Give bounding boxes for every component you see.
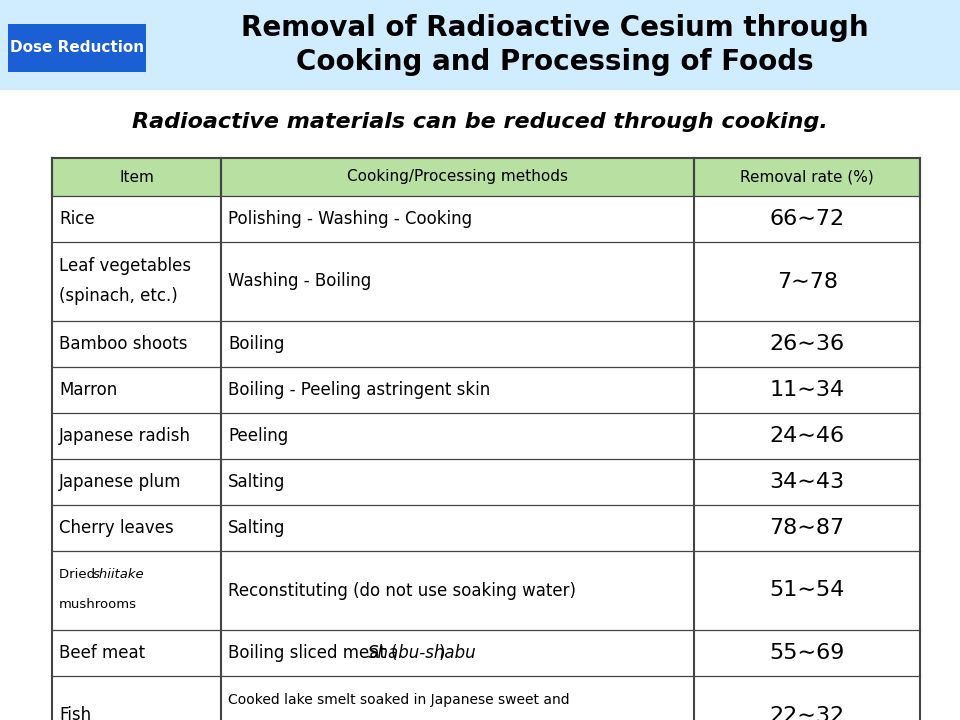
Text: 78∼87: 78∼87: [770, 518, 845, 538]
Text: Dried: Dried: [59, 568, 100, 581]
Bar: [8, 24, 146, 72]
Text: shiitake: shiitake: [93, 568, 145, 581]
Text: Removal rate (%): Removal rate (%): [740, 169, 874, 184]
Text: 51∼54: 51∼54: [770, 580, 845, 600]
Text: ): ): [439, 644, 444, 662]
Text: Reconstituting (do not use soaking water): Reconstituting (do not use soaking water…: [228, 582, 576, 600]
Text: Rice: Rice: [59, 210, 95, 228]
Bar: [52, 196, 920, 242]
Text: Boiling - Peeling astringent skin: Boiling - Peeling astringent skin: [228, 381, 491, 399]
Text: Boiling: Boiling: [228, 335, 284, 353]
Text: Fish: Fish: [59, 706, 91, 720]
Text: 34∼43: 34∼43: [770, 472, 845, 492]
Bar: [52, 551, 920, 630]
Bar: [52, 367, 920, 413]
Text: Removal of Radioactive Cesium through
Cooking and Processing of Foods: Removal of Radioactive Cesium through Co…: [241, 14, 869, 76]
Bar: [0, 0, 960, 90]
Text: Boiling sliced meat (: Boiling sliced meat (: [228, 644, 397, 662]
Text: 11∼34: 11∼34: [770, 380, 845, 400]
Bar: [52, 321, 920, 367]
Text: Leaf vegetables: Leaf vegetables: [59, 257, 191, 275]
Bar: [52, 158, 920, 196]
Text: Cooked lake smelt soaked in Japanese sweet and: Cooked lake smelt soaked in Japanese swe…: [228, 693, 570, 707]
Text: Japanese plum: Japanese plum: [59, 473, 181, 491]
Bar: [52, 242, 920, 321]
Bar: [52, 413, 920, 459]
Text: Salting: Salting: [228, 519, 286, 537]
Bar: [52, 505, 920, 551]
Text: Beef meat: Beef meat: [59, 644, 145, 662]
Text: Item: Item: [119, 169, 154, 184]
Text: Japanese radish: Japanese radish: [59, 427, 191, 445]
Text: mushrooms: mushrooms: [59, 598, 137, 611]
Text: Polishing - Washing - Cooking: Polishing - Washing - Cooking: [228, 210, 472, 228]
Text: 7∼78: 7∼78: [777, 271, 838, 292]
Bar: [52, 459, 920, 505]
Text: Dose Reduction: Dose Reduction: [10, 40, 144, 55]
Text: Cooking/Processing methods: Cooking/Processing methods: [348, 169, 568, 184]
Text: (spinach, etc.): (spinach, etc.): [59, 287, 178, 305]
Text: Marron: Marron: [59, 381, 117, 399]
Text: Washing - Boiling: Washing - Boiling: [228, 272, 372, 290]
Text: Bamboo shoots: Bamboo shoots: [59, 335, 187, 353]
Text: Shabu-shabu: Shabu-shabu: [368, 644, 476, 662]
Text: 26∼36: 26∼36: [770, 334, 845, 354]
Text: Peeling: Peeling: [228, 427, 289, 445]
Text: 66∼72: 66∼72: [770, 209, 845, 229]
Text: Cherry leaves: Cherry leaves: [59, 519, 174, 537]
Text: 24∼46: 24∼46: [770, 426, 845, 446]
Bar: [52, 676, 920, 720]
Text: 55∼69: 55∼69: [770, 643, 845, 663]
Text: Salting: Salting: [228, 473, 286, 491]
Bar: [52, 630, 920, 676]
Text: Radioactive materials can be reduced through cooking.: Radioactive materials can be reduced thr…: [132, 112, 828, 132]
Text: 22∼32: 22∼32: [770, 706, 845, 720]
